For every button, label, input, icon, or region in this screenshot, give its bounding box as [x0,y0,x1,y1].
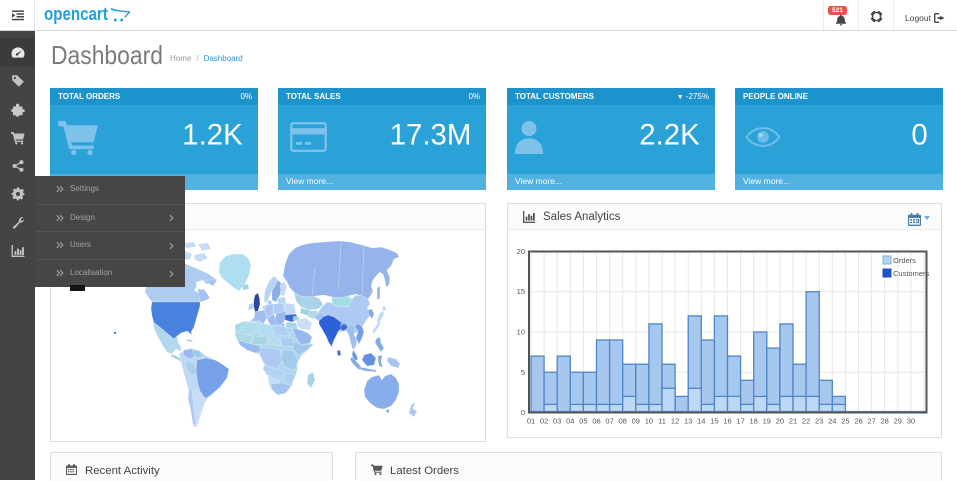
svg-text:04: 04 [566,417,574,426]
svg-text:02: 02 [540,417,548,426]
svg-text:0: 0 [521,408,525,417]
svg-text:08: 08 [619,417,627,426]
svg-text:13: 13 [684,417,692,426]
svg-text:01: 01 [527,417,535,426]
svg-text:22: 22 [802,417,810,426]
svg-text:17: 17 [736,417,744,426]
svg-text:Customers: Customers [893,269,930,278]
svg-text:12: 12 [671,417,679,426]
svg-text:25: 25 [841,417,849,426]
svg-text:19: 19 [763,417,771,426]
svg-text:10: 10 [645,417,653,426]
svg-text:07: 07 [605,417,613,426]
svg-text:06: 06 [592,417,600,426]
svg-text:16: 16 [723,417,731,426]
svg-text:15: 15 [710,417,718,426]
svg-text:5: 5 [521,368,525,377]
svg-text:03: 03 [553,417,561,426]
svg-text:24: 24 [828,417,836,426]
svg-text:29: 29 [894,417,902,426]
svg-text:23: 23 [815,417,823,426]
svg-text:20: 20 [517,247,525,256]
svg-text:27: 27 [867,417,875,426]
svg-text:14: 14 [697,417,705,426]
svg-text:10: 10 [517,328,525,337]
svg-text:15: 15 [517,287,525,296]
svg-text:11: 11 [658,417,666,426]
svg-text:05: 05 [579,417,587,426]
svg-text:30: 30 [907,417,915,426]
svg-text:26: 26 [854,417,862,426]
svg-text:Orders: Orders [893,256,916,265]
svg-text:09: 09 [632,417,640,426]
svg-text:18: 18 [750,417,758,426]
svg-text:21: 21 [789,417,797,426]
svg-text:20: 20 [776,417,784,426]
svg-text:28: 28 [881,417,889,426]
